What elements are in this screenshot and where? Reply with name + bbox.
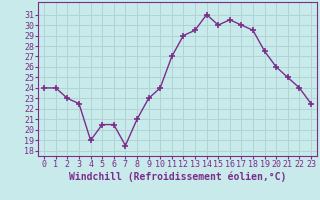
X-axis label: Windchill (Refroidissement éolien,°C): Windchill (Refroidissement éolien,°C) bbox=[69, 172, 286, 182]
